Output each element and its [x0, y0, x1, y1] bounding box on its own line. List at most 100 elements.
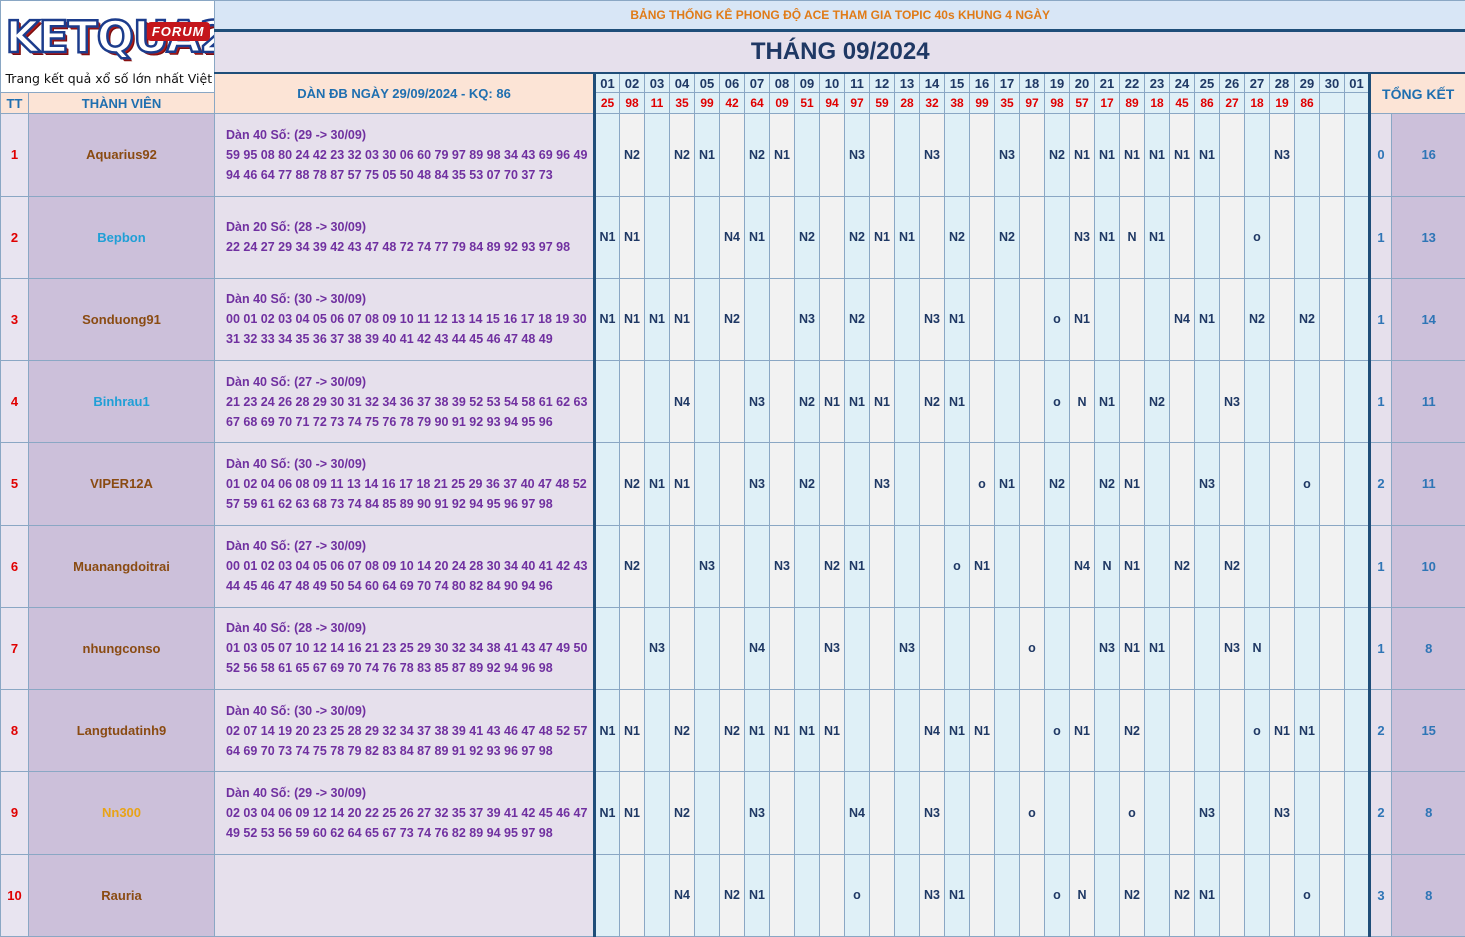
day-cell: N1	[619, 689, 645, 773]
member-name[interactable]: Muanangdoitrai	[28, 524, 215, 608]
day-header: 01	[1344, 72, 1371, 94]
member-name[interactable]: nhungconso	[28, 606, 215, 691]
dan-numbers: Dàn 20 Số: (28 -> 30/09) 22 24 27 29 34 3…	[214, 195, 595, 279]
day-cell	[644, 853, 670, 937]
day-cell	[769, 853, 795, 937]
day-cell: N1	[1094, 113, 1120, 197]
day-cell: o	[1244, 689, 1270, 773]
day-header: 11	[844, 72, 870, 94]
day-cell	[1344, 277, 1371, 362]
result-header	[1344, 92, 1371, 115]
day-cell	[994, 771, 1020, 855]
member-name[interactable]: Langtudatinh9	[28, 689, 215, 773]
member-name[interactable]: Sonduong91	[28, 277, 215, 362]
day-header: 23	[1144, 72, 1170, 94]
result-header: 11	[644, 92, 670, 115]
dan-heading: Dàn 40 Số: (30 -> 30/09)	[226, 292, 366, 307]
result-header: 09	[769, 92, 795, 115]
member-name[interactable]: Rauria	[28, 853, 215, 937]
day-cell: N1	[644, 277, 670, 362]
day-cell	[1269, 360, 1295, 444]
day-cell	[593, 853, 620, 937]
day-cell	[1194, 524, 1220, 608]
result-header: 42	[719, 92, 745, 115]
day-cell	[669, 195, 695, 279]
day-cell: o	[1294, 853, 1320, 937]
day-cell	[1269, 524, 1295, 608]
day-cell	[719, 524, 745, 608]
day-header: 30	[1319, 72, 1345, 94]
table-row: 1 Aquarius92 Dàn 40 Số: (29 -> 30/09) 59 95…	[0, 113, 1465, 197]
day-cell	[744, 277, 770, 362]
day-cell: o	[1044, 277, 1070, 362]
dan-heading: Dàn 40 Số: (30 -> 30/09)	[226, 703, 366, 718]
dan-heading: Dàn 40 Số: (30 -> 30/09)	[226, 456, 366, 471]
row-index: 9	[0, 771, 29, 855]
dan-line: 59 95 08 80 24 42 23 32 03 30 06 60 79 9…	[226, 147, 588, 162]
day-cell	[944, 442, 970, 526]
dan-numbers	[214, 853, 595, 937]
member-name[interactable]: Binhrau1	[28, 360, 215, 444]
day-cell: N3	[844, 113, 870, 197]
result-header: 27	[1219, 92, 1245, 115]
day-cell	[719, 442, 745, 526]
day-cell	[894, 442, 920, 526]
day-cell: N3	[1269, 113, 1295, 197]
day-cell: N1	[1169, 113, 1195, 197]
member-name[interactable]: Bepbon	[28, 195, 215, 279]
day-cell	[1319, 277, 1345, 362]
result-header: 57	[1069, 92, 1095, 115]
day-cell: N3	[894, 606, 920, 691]
day-header: 06	[719, 72, 745, 94]
day-cell: N3	[919, 853, 945, 937]
day-cell	[1269, 277, 1295, 362]
day-cell: N1	[619, 771, 645, 855]
table-row: 4 Binhrau1 Dàn 40 Số: (27 -> 30/09) 21 23 2…	[0, 360, 1465, 444]
table-row: 8 Langtudatinh9 Dàn 40 Số: (30 -> 30/09) 02…	[0, 689, 1465, 773]
day-cell: N2	[994, 195, 1020, 279]
day-cell: N1	[769, 113, 795, 197]
day-cell	[919, 524, 945, 608]
result-header: 99	[969, 92, 995, 115]
day-header: 21	[1094, 72, 1120, 94]
day-cell	[1169, 689, 1195, 773]
day-cell	[619, 360, 645, 444]
day-header: 13	[894, 72, 920, 94]
site-logo[interactable]: KETQUA2 FORUM Trang kết quả xổ số lớn nh…	[0, 0, 215, 94]
day-cell	[619, 606, 645, 691]
day-cell: N3	[1194, 771, 1220, 855]
day-cell	[1319, 853, 1345, 937]
day-cell	[994, 277, 1020, 362]
result-header: 89	[1119, 92, 1145, 115]
day-cell: o	[1019, 606, 1045, 691]
member-name[interactable]: VIPER12A	[28, 442, 215, 526]
day-cell	[944, 771, 970, 855]
day-cell	[819, 277, 845, 362]
day-cell	[619, 853, 645, 937]
day-cell	[1144, 442, 1170, 526]
day-cell	[694, 442, 720, 526]
day-cell	[1019, 853, 1045, 937]
summary-total: 11	[1390, 360, 1465, 444]
day-cell	[869, 771, 895, 855]
result-header	[1319, 92, 1345, 115]
day-cell	[944, 113, 970, 197]
day-cell	[1294, 113, 1320, 197]
day-cell: N1	[1069, 689, 1095, 773]
day-cell	[1144, 853, 1170, 937]
day-cell: N4	[844, 771, 870, 855]
member-name[interactable]: Aquarius92	[28, 113, 215, 197]
day-cell: N3	[744, 771, 770, 855]
day-cell: N1	[1269, 689, 1295, 773]
day-cell	[593, 524, 620, 608]
day-cell	[1319, 113, 1345, 197]
dan-numbers: Dàn 40 Số: (30 -> 30/09) 02 07 14 19 20 2…	[214, 689, 595, 773]
day-cell: N2	[794, 195, 820, 279]
day-cell	[1119, 360, 1145, 444]
dan-line: 44 45 46 47 48 49 50 54 60 64 69 70 74 8…	[226, 579, 553, 594]
member-name[interactable]: Nn300	[28, 771, 215, 855]
summary-count: 1	[1369, 360, 1392, 444]
day-cell: N1	[969, 689, 995, 773]
day-cell	[819, 442, 845, 526]
day-cell: N1	[944, 853, 970, 937]
